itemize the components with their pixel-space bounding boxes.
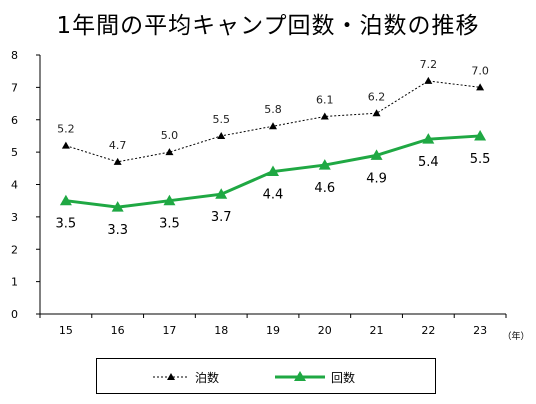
legend-item-stays: 泊数 (151, 368, 219, 386)
data-point (269, 122, 277, 130)
data-point (372, 109, 381, 117)
data-point (267, 165, 279, 177)
y-tick-label: 6 (11, 114, 18, 127)
data-point (320, 112, 329, 120)
legend: 泊数 回数 (96, 358, 436, 394)
data-label: 6.2 (368, 90, 386, 103)
data-point (61, 141, 70, 149)
x-tick-label: 21 (370, 324, 384, 337)
data-point (165, 148, 174, 156)
data-label: 3.5 (159, 217, 180, 232)
data-point (318, 159, 331, 170)
y-tick-label: 1 (11, 276, 18, 289)
legend-label-stays: 泊数 (195, 370, 220, 385)
data-point (113, 157, 122, 165)
data-label: 7.0 (471, 64, 489, 77)
data-label: 5.5 (212, 113, 230, 126)
series-line-0 (65, 80, 481, 163)
y-tick-label: 8 (11, 49, 18, 62)
legend-swatch-count (275, 371, 325, 381)
data-labels: 5.2 4.7 5.0 5.5 5.8 6.1 6.2 7.2 7.0 3.5 3.3 3.5 3.7 4… (56, 58, 491, 238)
y-tick-label: 0 (11, 308, 18, 321)
data-point (215, 188, 228, 199)
y-tick-label: 2 (11, 243, 18, 256)
x-unit-label: （年） (502, 330, 529, 342)
data-label: 5.0 (161, 129, 179, 142)
y-tick-label: 4 (11, 179, 18, 192)
x-tick-labels: 15 16 17 18 19 20 21 22 23 (59, 324, 487, 337)
data-label: 4.4 (263, 188, 284, 203)
y-tick-label: 5 (11, 146, 18, 159)
data-point (370, 149, 383, 160)
y-tick-label: 7 (11, 81, 18, 94)
data-label: 7.2 (420, 58, 438, 71)
data-label: 3.7 (211, 210, 232, 225)
data-label: 4.7 (109, 139, 127, 152)
data-label: 5.4 (418, 155, 439, 170)
data-point (474, 129, 487, 141)
data-label: 5.8 (264, 103, 282, 116)
data-point (476, 83, 485, 91)
legend-swatch-stays (153, 373, 189, 380)
x-tick-label: 15 (59, 324, 73, 337)
x-tick-label: 20 (318, 324, 332, 337)
data-label: 5.2 (57, 123, 75, 136)
x-tick-label: 22 (421, 324, 435, 337)
series-group (59, 76, 487, 212)
legend-item-count: 回数 (273, 368, 355, 386)
x-tick-label: 19 (266, 324, 280, 337)
data-point (422, 133, 435, 144)
axes (36, 54, 507, 318)
x-tick-label: 18 (214, 324, 228, 337)
data-point (217, 131, 226, 139)
data-label: 3.5 (56, 217, 77, 232)
x-tick-label: 17 (162, 324, 176, 337)
x-tick-label: 16 (111, 324, 125, 337)
y-tick-labels: 0 1 2 3 4 5 6 7 8 (11, 49, 18, 321)
data-point (59, 194, 72, 206)
data-label: 4.9 (366, 171, 387, 186)
data-point (163, 194, 176, 206)
legend-label-count: 回数 (331, 370, 356, 385)
data-label: 3.3 (107, 223, 128, 238)
data-label: 4.6 (314, 181, 335, 196)
data-point (111, 201, 124, 212)
x-tick-label: 23 (473, 324, 487, 337)
chart-title: 1年間の平均キャンプ回数・泊数の推移 (56, 13, 480, 39)
data-label: 5.5 (470, 152, 491, 167)
y-tick-label: 3 (11, 211, 18, 224)
data-point (424, 76, 433, 84)
data-label: 6.1 (316, 94, 334, 107)
